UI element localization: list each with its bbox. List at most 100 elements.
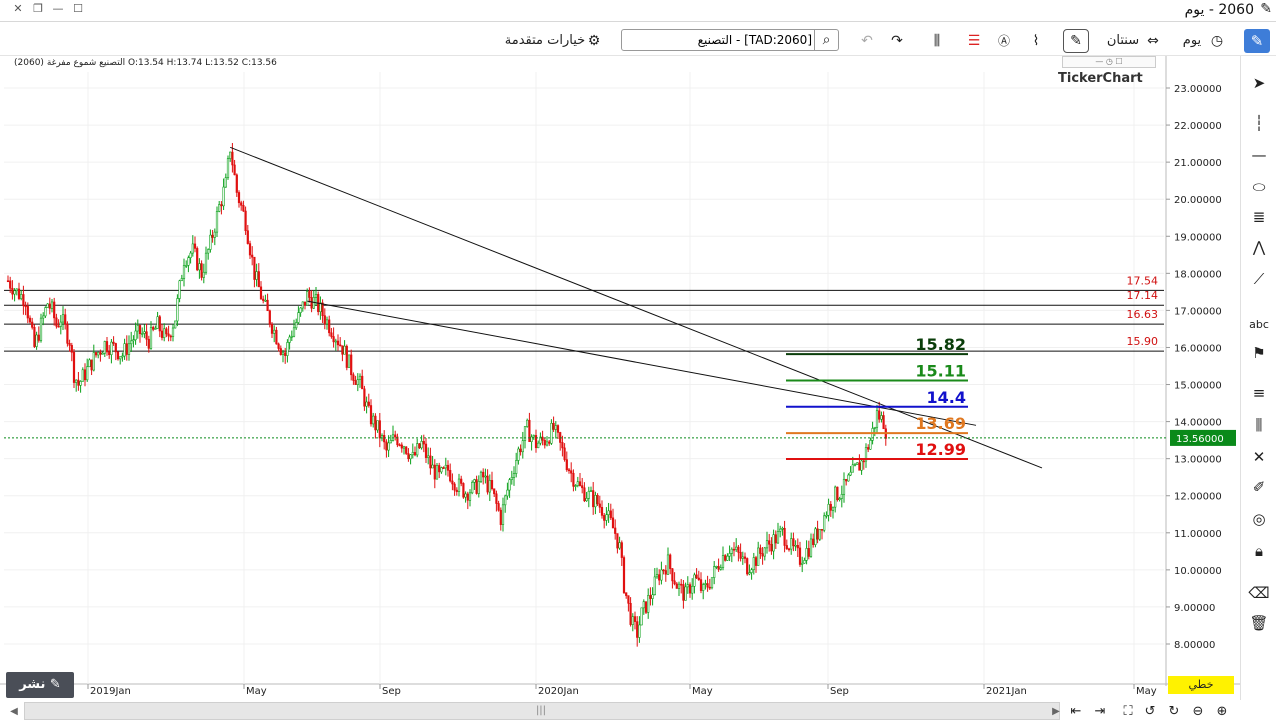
arrows-icon[interactable]: ⇔ (1147, 33, 1159, 49)
search-icon[interactable]: ⌕ (814, 30, 838, 50)
text-icon[interactable]: abc (1249, 318, 1269, 331)
advanced-options-button[interactable]: خيارات متقدمة (500, 29, 590, 53)
layout-icon[interactable]: ☰ (967, 33, 981, 49)
candle-body (462, 483, 465, 498)
hide-icon[interactable]: ◎ (1252, 510, 1266, 528)
timeframe-button[interactable]: يوم (1180, 29, 1204, 53)
share-label: نشر (19, 677, 46, 692)
candle-body (343, 345, 346, 355)
close-icon[interactable]: ✕ (13, 2, 23, 15)
cursor-icon[interactable]: ➤ (1252, 74, 1266, 92)
horizontal-scrollbar[interactable]: ||| (24, 702, 1060, 720)
trash-icon[interactable]: 🗑︎ (1249, 614, 1269, 632)
candle-body (119, 356, 122, 360)
candle-body (251, 254, 254, 258)
candle-body (761, 553, 764, 557)
symbol-search-input[interactable] (626, 32, 812, 48)
alert-icon[interactable]: Ⓐ (997, 34, 1010, 48)
candle-body (504, 495, 507, 506)
symbol-search[interactable]: ⌕ (621, 29, 839, 51)
candle-body (864, 447, 868, 462)
pattern-icon[interactable]: ⋀ (1252, 238, 1266, 256)
indicator-icon[interactable]: ⌇ (1032, 33, 1040, 49)
trendline-icon[interactable]: ⟋ (1253, 270, 1265, 288)
candle-body (449, 470, 452, 482)
candle-body (783, 527, 786, 546)
candle-body (20, 294, 23, 299)
refresh-icon[interactable]: ↻ (1168, 704, 1180, 719)
candle-body (816, 528, 819, 540)
resistance-label: 17.14 (1127, 289, 1159, 302)
fib-level-label: 13.69 (915, 414, 966, 433)
candle-body (471, 482, 474, 494)
ellipse-icon[interactable]: ⬭ (1252, 178, 1266, 196)
candle-body (420, 441, 423, 449)
redo-icon[interactable]: ↷ (891, 33, 903, 49)
gear-icon[interactable]: ⚙ (587, 33, 601, 49)
candles-icon[interactable]: ⫼ (1255, 416, 1263, 434)
candle-body (295, 322, 298, 329)
candle-body (407, 453, 410, 460)
candle-body (339, 344, 342, 347)
eraser-icon[interactable]: ⌫ (1248, 584, 1270, 602)
candle-body (508, 479, 511, 491)
zoom-out-icon[interactable]: ⊖ (1192, 704, 1204, 719)
price-chart[interactable]: 23.00000 22.00000 21.00000 20.00000 19.00000… (0, 56, 1240, 700)
vertical-line-icon[interactable]: ┆ (1254, 114, 1264, 132)
horizontal-line-icon[interactable]: — (1251, 146, 1267, 164)
candle-body (413, 452, 417, 456)
undo-icon[interactable]: ↶ (861, 33, 873, 49)
list-icon[interactable]: ≡ (1252, 384, 1266, 402)
candle-body (213, 231, 216, 238)
chart-area[interactable]: 23.00000 22.00000 21.00000 20.00000 19.00000… (0, 56, 1240, 700)
candle-body (647, 595, 650, 613)
candle-body (545, 441, 549, 446)
candlestick-type-icon[interactable]: ⫼ (933, 33, 941, 49)
scroll-right-arrow[interactable]: ▶ (1052, 706, 1060, 717)
candle-body (629, 602, 632, 625)
candle-body (451, 480, 454, 485)
lock-icon[interactable]: 🔒︎ (1255, 542, 1263, 560)
candle-body (743, 556, 747, 559)
logo-toolbar[interactable]: — ◷ ☐ (1062, 56, 1156, 68)
candle-body (9, 280, 12, 289)
linear-scale-button[interactable]: خطي (1168, 676, 1234, 694)
candle-body (101, 352, 104, 355)
candle-body (537, 442, 540, 449)
clock-icon[interactable]: ◷ (1210, 33, 1224, 49)
scroll-thumb[interactable]: ||| (535, 705, 547, 716)
candle-body (207, 249, 210, 254)
candle-body (310, 297, 313, 309)
period-button[interactable]: سنتان (1104, 29, 1142, 53)
candle-body (862, 460, 865, 463)
candle-body (352, 374, 355, 381)
clear-icon[interactable]: ✕ (1252, 448, 1266, 466)
candle-body (196, 248, 199, 271)
candle-body (875, 410, 879, 428)
share-button[interactable]: نشر ✎ (6, 672, 74, 698)
drawing-tools-toggle[interactable]: ✎ (1063, 29, 1089, 53)
candle-body (561, 442, 564, 449)
fit-icon[interactable]: ⛶ (1123, 704, 1133, 719)
flag-icon[interactable]: ⚑ (1252, 344, 1266, 362)
maximize-icon[interactable]: ☐ (73, 2, 83, 15)
candle-body (662, 569, 665, 572)
pencil-icon[interactable]: ✎ (1260, 1, 1272, 17)
zoom-in-icon[interactable]: ⊕ (1216, 704, 1228, 719)
prev-page-icon[interactable]: ⇤ (1070, 704, 1082, 719)
next-page-icon[interactable]: ⇥ (1094, 704, 1106, 719)
candle-body (627, 595, 630, 604)
brush-icon[interactable]: ✐ (1252, 478, 1266, 496)
scroll-left-arrow[interactable]: ◀ (10, 706, 18, 717)
candle-body (477, 480, 480, 494)
candle-body (255, 271, 258, 280)
restore-icon[interactable]: ❐ (33, 2, 43, 15)
pencil-icon[interactable]: ✎ (1244, 29, 1270, 53)
minimize-icon[interactable]: — (52, 2, 64, 15)
reset-zoom-icon[interactable]: ↺ (1144, 704, 1156, 719)
candle-body (677, 583, 681, 589)
candle-body (218, 204, 221, 212)
fibonacci-icon[interactable]: ≣ (1252, 208, 1266, 226)
candle-body (253, 256, 256, 280)
candle-body (849, 471, 852, 476)
